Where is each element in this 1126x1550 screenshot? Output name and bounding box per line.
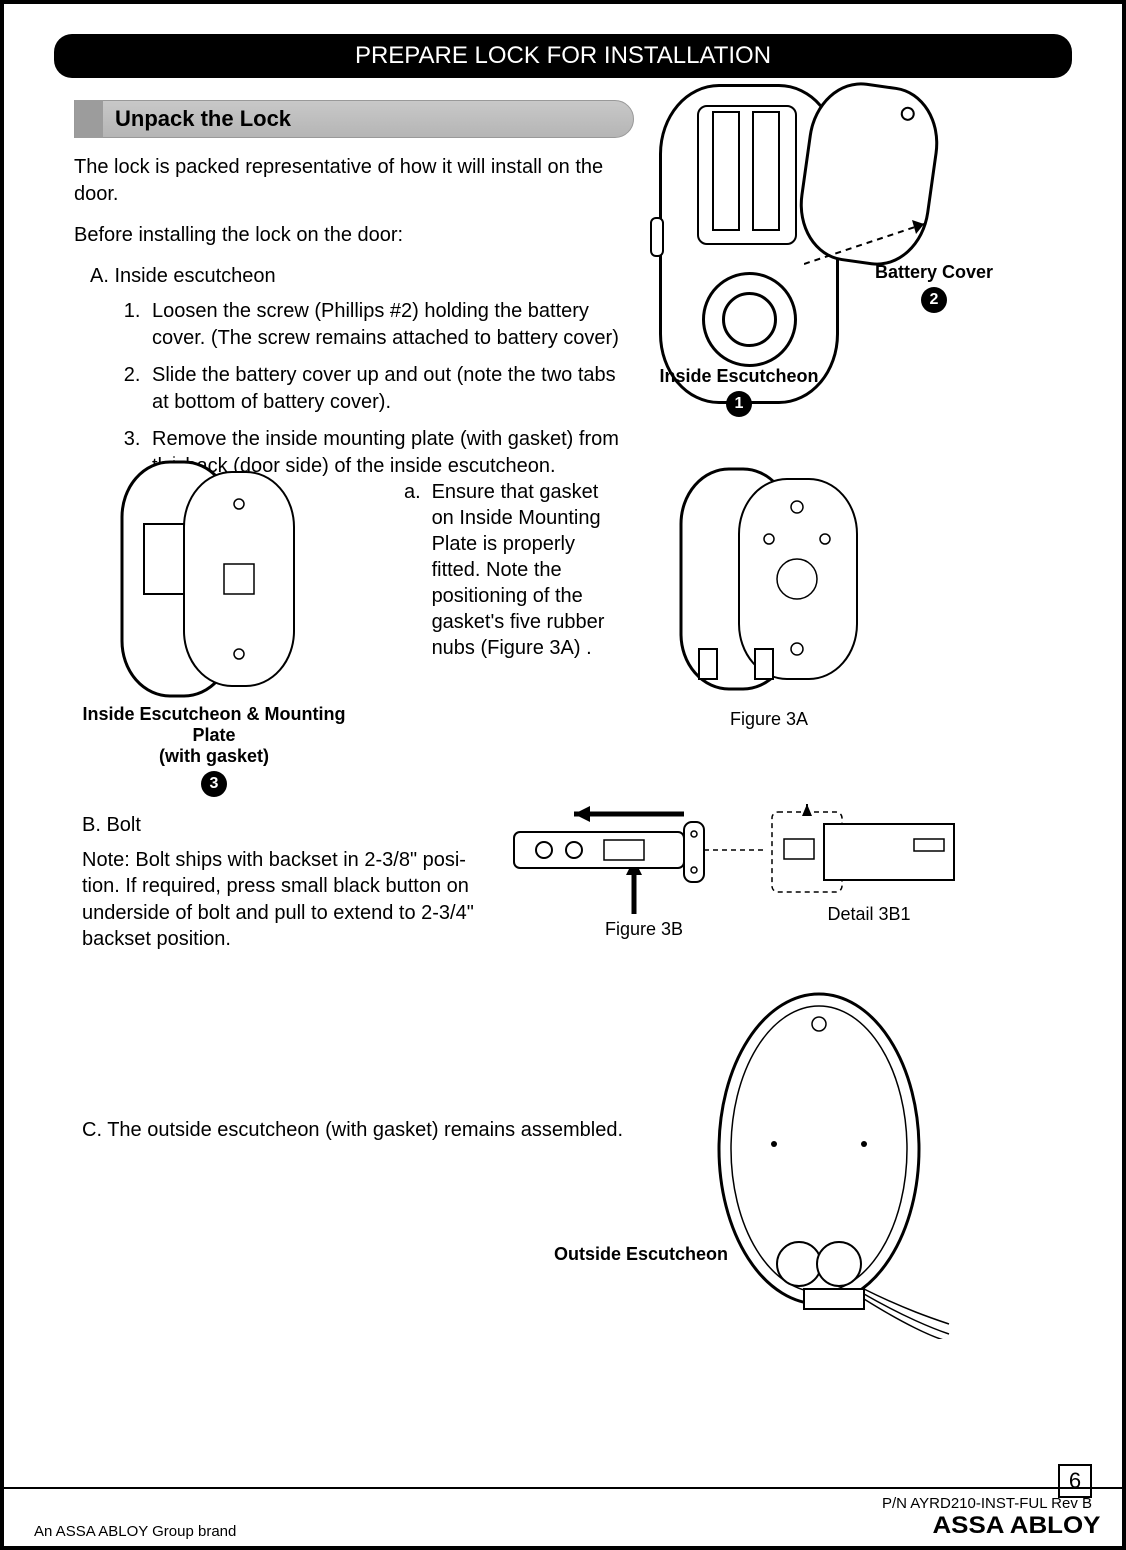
callout-badge-1: 1	[726, 391, 752, 417]
label-figure-3b: Figure 3B	[584, 919, 704, 940]
diagram-bolt	[494, 804, 774, 924]
section-title: Unpack the Lock	[115, 106, 291, 132]
callout-outside-escutcheon: Outside Escutcheon	[554, 1244, 734, 1265]
callout-mounting-plate: Inside Escutcheon & Mounting Plate (with…	[74, 704, 354, 797]
list-a-item: Slide the battery cover up and out (note…	[146, 362, 630, 416]
sub-item-a: a. Ensure that gasket on Inside Mounting…	[404, 479, 614, 661]
section-b-head: B. Bolt	[82, 814, 482, 837]
callout-label: Inside Escutcheon & Mounting Plate (with…	[74, 704, 354, 767]
section-c: C. The outside escutcheon (with gasket) …	[82, 1119, 682, 1142]
callout-battery-cover: Battery Cover 2	[854, 262, 1014, 313]
list-a: A. Inside escutcheon Loosen the screw (P…	[90, 263, 630, 480]
section-b: B. Bolt Note: Bolt ships with backset in…	[82, 814, 482, 953]
footer-part-number: P/N AYRD210-INST-FUL Rev B	[882, 1495, 1092, 1512]
callout-label: Battery Cover	[854, 262, 1014, 283]
sub-a-label: a.	[404, 479, 426, 505]
callout-badge-3: 3	[201, 771, 227, 797]
section-b-body: Note: Bolt ships with backset in 2-3/8" …	[82, 847, 482, 953]
footer-brand: ASSA ABLOY	[874, 1512, 1101, 1540]
list-a-head: A. Inside escutcheon	[90, 263, 630, 290]
footer-left: An ASSA ABLOY Group brand	[34, 1523, 236, 1540]
section-header: Unpack the Lock	[74, 100, 634, 138]
callout-label: Inside Escutcheon	[639, 366, 839, 387]
intro-paragraph-2: Before installing the lock on the door:	[74, 222, 614, 249]
callout-label: Outside Escutcheon	[554, 1244, 734, 1265]
diagram-outside-escutcheon	[704, 989, 954, 1339]
sub-a-text: Ensure that gasket on Inside Mounting Pl…	[432, 479, 612, 661]
label-figure-3a: Figure 3A	[694, 709, 844, 730]
page-footer: An ASSA ABLOY Group brand P/N AYRD210-IN…	[4, 1487, 1122, 1540]
callout-badge-2: 2	[921, 287, 947, 313]
diagram-detail-3b1	[764, 804, 964, 904]
diagram-mounting-plate	[114, 454, 304, 704]
intro-paragraph-1: The lock is packed representative of how…	[74, 154, 614, 208]
diagram-figure-3a	[669, 459, 869, 699]
page-title-bar: PREPARE LOCK FOR INSTALLATION	[54, 34, 1072, 78]
list-a-item: Loosen the screw (Phillips #2) holding t…	[146, 298, 630, 352]
callout-inside-escutcheon: Inside Escutcheon 1	[639, 366, 839, 417]
section-tab	[75, 100, 103, 138]
label-detail-3b1: Detail 3B1	[804, 904, 934, 925]
